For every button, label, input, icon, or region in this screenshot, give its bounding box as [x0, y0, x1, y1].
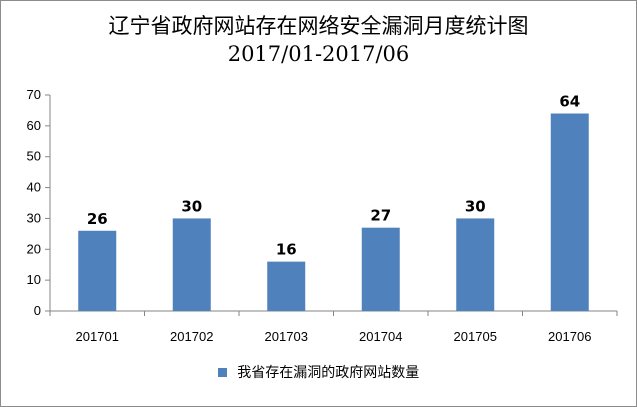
data-label: 16 — [276, 241, 297, 259]
legend-swatch — [217, 367, 227, 377]
chart-title: 辽宁省政府网站存在网络安全漏洞月度统计图 — [108, 14, 529, 38]
y-tick-label: 50 — [27, 149, 41, 164]
bar — [267, 261, 306, 311]
bar — [456, 218, 495, 311]
data-label: 30 — [465, 197, 486, 215]
chart-subtitle: 2017/01-2017/06 — [227, 42, 410, 66]
x-tick-label: 201703 — [265, 329, 308, 344]
data-label: 64 — [559, 93, 580, 111]
chart-title-block: 辽宁省政府网站存在网络安全漏洞月度统计图 2017/01-2017/06 — [0, 12, 637, 68]
data-label: 27 — [370, 207, 391, 225]
legend-label: 我省存在漏洞的政府网站数量 — [237, 365, 420, 381]
bar — [361, 227, 400, 311]
legend: 我省存在漏洞的政府网站数量 — [0, 362, 637, 382]
bar — [78, 230, 117, 311]
x-tick-label: 201701 — [76, 329, 119, 344]
y-tick-label: 70 — [27, 87, 41, 102]
x-tick-label: 201704 — [359, 329, 402, 344]
y-tick-label: 60 — [27, 118, 41, 133]
x-tick-label: 201702 — [170, 329, 213, 344]
bar — [172, 218, 211, 311]
data-label: 30 — [181, 197, 202, 215]
y-tick-label: 20 — [27, 241, 41, 256]
y-tick-label: 10 — [27, 272, 41, 287]
y-tick-label: 30 — [27, 210, 41, 225]
data-label: 26 — [87, 210, 108, 228]
bar — [550, 113, 589, 311]
x-tick-label: 201705 — [454, 329, 497, 344]
y-tick-label: 40 — [27, 180, 41, 195]
y-tick-label: 0 — [34, 303, 41, 318]
x-tick-label: 201706 — [548, 329, 591, 344]
